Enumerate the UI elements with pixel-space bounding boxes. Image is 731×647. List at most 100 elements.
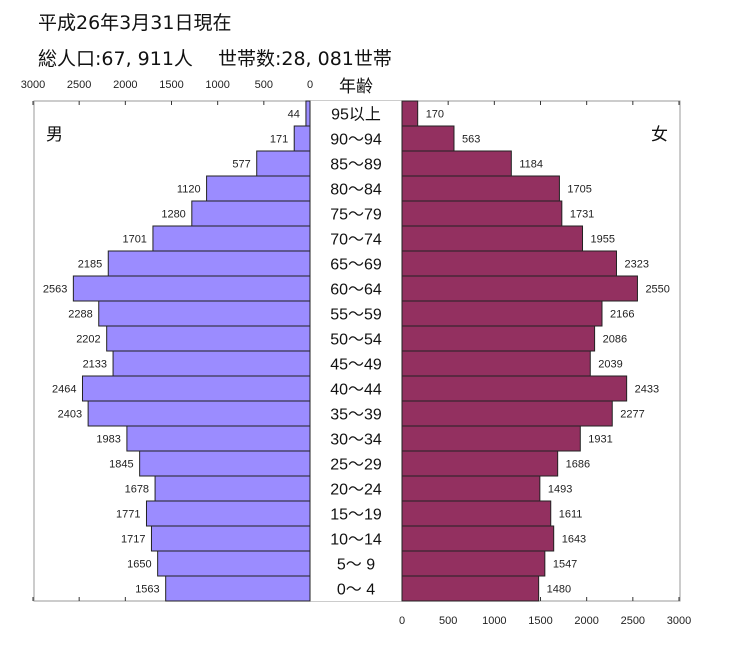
male-value-label: 44 xyxy=(288,109,300,121)
female-bar xyxy=(401,175,560,202)
male-value-label: 2133 xyxy=(83,359,107,371)
male-tick-label: 3000 xyxy=(21,79,45,91)
male-value-label: 1845 xyxy=(109,459,133,471)
male-bar xyxy=(154,475,311,502)
male-bar xyxy=(106,325,311,352)
female-value-label: 1705 xyxy=(567,184,591,196)
male-bar xyxy=(112,350,311,377)
female-value-label: 1955 xyxy=(591,234,615,246)
age-group-label: 50～54 xyxy=(330,332,382,349)
male-value-label: 2403 xyxy=(58,409,82,421)
female-value-label: 2086 xyxy=(603,334,627,346)
male-bar xyxy=(107,250,311,277)
date-title: 平成26年3月31日現在 xyxy=(38,12,232,34)
female-bar xyxy=(401,450,559,477)
male-bar xyxy=(81,375,311,402)
age-group-label: 0～ 4 xyxy=(337,582,375,599)
age-axis-title: 年齢 xyxy=(339,77,373,96)
female-tick-label: 1500 xyxy=(528,615,552,627)
female-bar xyxy=(401,300,603,327)
female-value-label: 1931 xyxy=(588,434,612,446)
female-value-label: 2550 xyxy=(645,284,669,296)
female-value-label: 2039 xyxy=(598,359,622,371)
age-group-label: 75～79 xyxy=(330,207,382,224)
female-value-label: 2166 xyxy=(610,309,634,321)
female-value-label: 2277 xyxy=(620,409,644,421)
male-bar xyxy=(152,225,311,252)
female-tick-label: 500 xyxy=(439,615,457,627)
male-bar xyxy=(72,275,311,302)
male-bar xyxy=(191,200,311,227)
female-value-label: 170 xyxy=(426,109,444,121)
male-value-label: 1678 xyxy=(125,484,149,496)
female-bar xyxy=(401,375,628,402)
age-group-label: 5～ 9 xyxy=(337,557,375,574)
female-value-label: 563 xyxy=(462,134,480,146)
female-bar xyxy=(401,125,455,152)
male-value-label: 1771 xyxy=(116,509,140,521)
female-tick-label: 1000 xyxy=(482,615,506,627)
population-summary: 総人口:67, 911人 世帯数:28, 081世帯 xyxy=(38,48,392,70)
female-label: 女 xyxy=(651,125,668,144)
female-value-label: 1686 xyxy=(566,459,590,471)
female-value-label: 1493 xyxy=(548,484,572,496)
male-value-label: 1280 xyxy=(161,209,185,221)
age-group-label: 20～24 xyxy=(330,482,382,499)
female-bar xyxy=(401,400,613,427)
female-tick-label: 2000 xyxy=(574,615,598,627)
female-bar xyxy=(401,350,591,377)
age-group-label: 35～39 xyxy=(330,407,382,424)
female-value-label: 1611 xyxy=(559,509,583,521)
male-tick-label: 0 xyxy=(307,79,313,91)
age-group-label: 70～74 xyxy=(330,232,382,249)
female-tick-label: 0 xyxy=(399,615,405,627)
male-value-label: 1983 xyxy=(96,434,120,446)
female-value-label: 2433 xyxy=(635,384,659,396)
age-group-label: 30～34 xyxy=(330,432,382,449)
male-bar xyxy=(98,300,311,327)
male-bar xyxy=(293,125,311,152)
male-tick-label: 2500 xyxy=(67,79,91,91)
age-group-label: 80～84 xyxy=(330,182,382,199)
age-group-label: 65～69 xyxy=(330,257,382,274)
female-value-label: 1731 xyxy=(570,209,594,221)
male-bar xyxy=(87,400,311,427)
male-value-label: 2563 xyxy=(43,284,67,296)
female-value-label: 2323 xyxy=(624,259,648,271)
age-group-label: 45～49 xyxy=(330,357,382,374)
age-group-label: 25～29 xyxy=(330,457,382,474)
age-group-label: 10～14 xyxy=(330,532,382,549)
female-bar xyxy=(401,550,546,577)
age-group-label: 60～64 xyxy=(330,282,382,299)
female-bar xyxy=(401,150,512,177)
female-value-label: 1184 xyxy=(519,159,543,171)
male-bar xyxy=(305,100,311,127)
male-value-label: 577 xyxy=(232,159,250,171)
female-value-label: 1480 xyxy=(547,584,571,596)
male-value-label: 1701 xyxy=(122,234,146,246)
age-group-label: 90～94 xyxy=(330,132,382,149)
female-bar xyxy=(401,200,563,227)
age-group-label: 40～44 xyxy=(330,382,382,399)
male-tick-label: 1000 xyxy=(205,79,229,91)
age-group-label: 55～59 xyxy=(330,307,382,324)
female-bar xyxy=(401,475,541,502)
male-value-label: 2464 xyxy=(52,384,76,396)
male-tick-label: 500 xyxy=(255,79,273,91)
male-value-label: 2202 xyxy=(76,334,100,346)
female-bar xyxy=(401,100,419,127)
female-value-label: 1643 xyxy=(562,534,586,546)
male-label: 男 xyxy=(46,125,63,144)
male-bar xyxy=(157,550,311,577)
male-tick-label: 2000 xyxy=(113,79,137,91)
male-bar xyxy=(206,175,311,202)
male-value-label: 171 xyxy=(270,134,288,146)
female-bar xyxy=(401,325,596,352)
male-bar xyxy=(126,425,311,452)
male-value-label: 2185 xyxy=(78,259,102,271)
female-value-label: 1547 xyxy=(553,559,577,571)
female-bar xyxy=(401,500,552,527)
female-tick-label: 2500 xyxy=(621,615,645,627)
male-value-label: 1120 xyxy=(177,184,201,196)
